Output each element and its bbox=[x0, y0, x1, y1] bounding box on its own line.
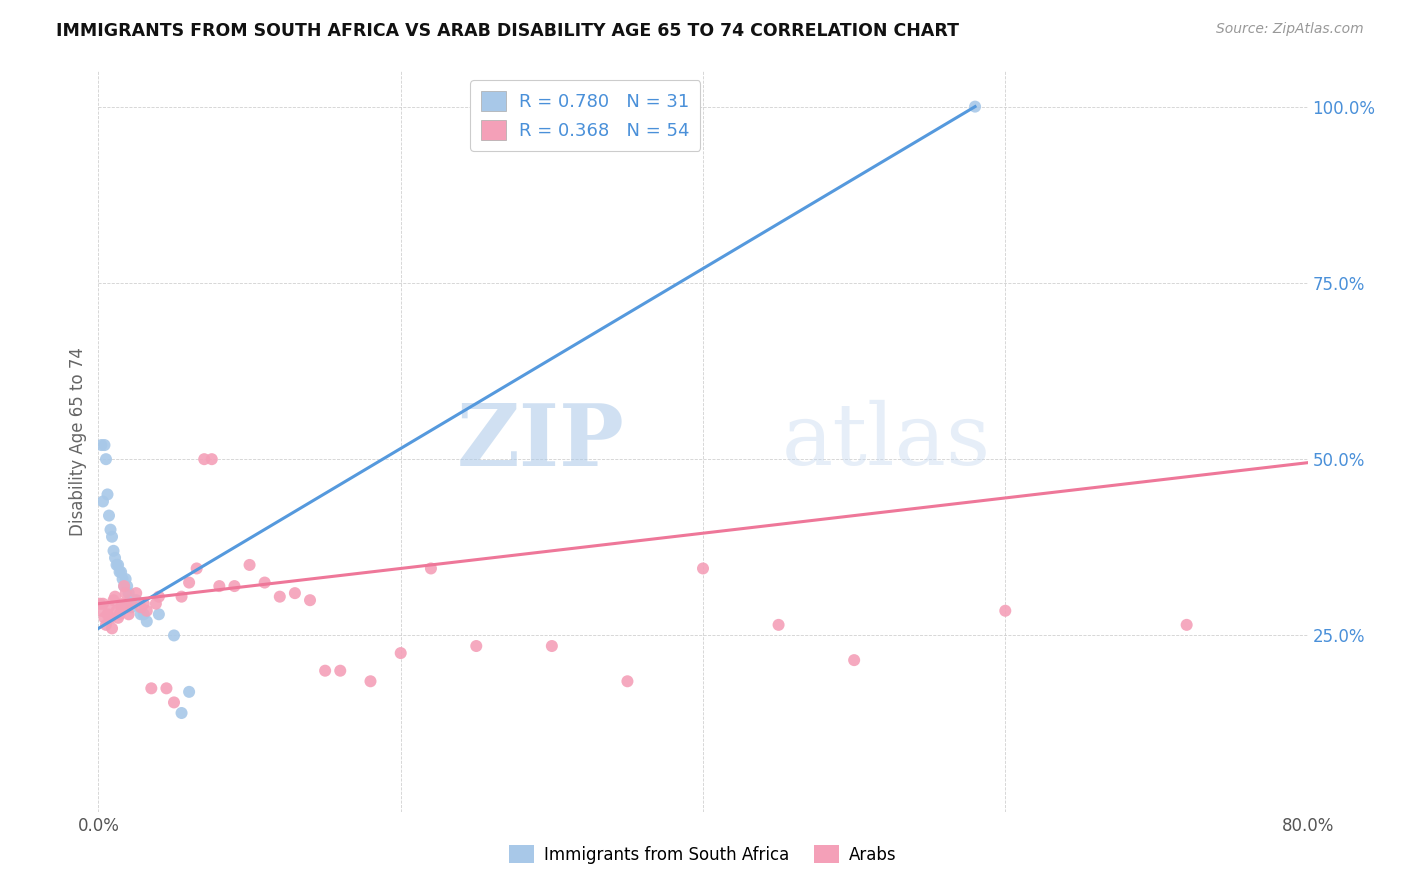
Point bbox=[100, 523, 122, 537]
Point bbox=[103, 593, 125, 607]
Point bbox=[118, 586, 141, 600]
Point bbox=[112, 579, 135, 593]
Point bbox=[114, 586, 136, 600]
Point bbox=[299, 593, 322, 607]
Point bbox=[163, 628, 186, 642]
Point bbox=[115, 579, 138, 593]
Point bbox=[135, 615, 157, 629]
Point bbox=[100, 611, 122, 625]
Point bbox=[129, 607, 152, 622]
Text: atlas: atlas bbox=[782, 400, 991, 483]
Point bbox=[148, 590, 170, 604]
Text: ZIP: ZIP bbox=[457, 400, 624, 483]
Point bbox=[125, 593, 148, 607]
Point bbox=[768, 618, 790, 632]
Point bbox=[692, 561, 714, 575]
Point bbox=[253, 575, 276, 590]
Point bbox=[389, 646, 412, 660]
Point bbox=[111, 597, 134, 611]
Point bbox=[201, 452, 224, 467]
Point bbox=[118, 607, 141, 622]
Point bbox=[193, 452, 215, 467]
Point bbox=[90, 438, 112, 452]
Point bbox=[329, 664, 352, 678]
Point bbox=[94, 452, 117, 467]
Point bbox=[104, 590, 127, 604]
Point bbox=[121, 597, 143, 611]
Point bbox=[104, 550, 127, 565]
Point bbox=[96, 607, 118, 622]
Point bbox=[1175, 618, 1198, 632]
Point bbox=[115, 600, 138, 615]
Point bbox=[141, 681, 163, 696]
Point bbox=[93, 438, 115, 452]
Point bbox=[107, 558, 129, 572]
Point bbox=[91, 597, 114, 611]
Text: IMMIGRANTS FROM SOUTH AFRICA VS ARAB DISABILITY AGE 65 TO 74 CORRELATION CHART: IMMIGRANTS FROM SOUTH AFRICA VS ARAB DIS… bbox=[56, 22, 959, 40]
Point bbox=[145, 597, 167, 611]
Point bbox=[107, 611, 129, 625]
Point bbox=[120, 593, 142, 607]
Point bbox=[186, 561, 208, 575]
Point bbox=[179, 685, 201, 699]
Point bbox=[148, 607, 170, 622]
Point bbox=[360, 674, 382, 689]
Point bbox=[114, 572, 136, 586]
Point bbox=[616, 674, 638, 689]
Point bbox=[91, 494, 114, 508]
Point bbox=[101, 530, 124, 544]
Point bbox=[170, 590, 193, 604]
Point bbox=[105, 604, 128, 618]
Point bbox=[121, 600, 143, 615]
Point bbox=[994, 604, 1017, 618]
Point bbox=[965, 100, 987, 114]
Point bbox=[93, 611, 115, 625]
Point bbox=[111, 572, 134, 586]
Point bbox=[132, 597, 155, 611]
Point bbox=[224, 579, 246, 593]
Point bbox=[98, 508, 121, 523]
Point bbox=[465, 639, 488, 653]
Point bbox=[269, 590, 291, 604]
Point bbox=[105, 558, 128, 572]
Point bbox=[94, 618, 117, 632]
Y-axis label: Disability Age 65 to 74: Disability Age 65 to 74 bbox=[69, 347, 87, 536]
Point bbox=[112, 579, 135, 593]
Point bbox=[540, 639, 562, 653]
Point bbox=[125, 586, 148, 600]
Point bbox=[170, 706, 193, 720]
Point bbox=[96, 487, 118, 501]
Text: Source: ZipAtlas.com: Source: ZipAtlas.com bbox=[1216, 22, 1364, 37]
Point bbox=[90, 604, 112, 618]
Legend: Immigrants from South Africa, Arabs: Immigrants from South Africa, Arabs bbox=[502, 838, 904, 871]
Point bbox=[108, 607, 131, 622]
Point bbox=[98, 600, 121, 615]
Point bbox=[179, 575, 201, 590]
Legend: R = 0.780   N = 31, R = 0.368   N = 54: R = 0.780 N = 31, R = 0.368 N = 54 bbox=[470, 80, 700, 151]
Point bbox=[155, 681, 177, 696]
Point bbox=[122, 593, 145, 607]
Point bbox=[129, 600, 152, 615]
Point bbox=[110, 565, 132, 579]
Point bbox=[108, 565, 131, 579]
Point bbox=[284, 586, 307, 600]
Point bbox=[110, 600, 132, 615]
Point bbox=[101, 621, 124, 635]
Point bbox=[132, 607, 155, 622]
Point bbox=[844, 653, 866, 667]
Point bbox=[239, 558, 262, 572]
Point bbox=[103, 544, 125, 558]
Point bbox=[163, 695, 186, 709]
Point bbox=[89, 597, 111, 611]
Point bbox=[135, 604, 157, 618]
Point bbox=[314, 664, 336, 678]
Point bbox=[208, 579, 231, 593]
Point bbox=[420, 561, 443, 575]
